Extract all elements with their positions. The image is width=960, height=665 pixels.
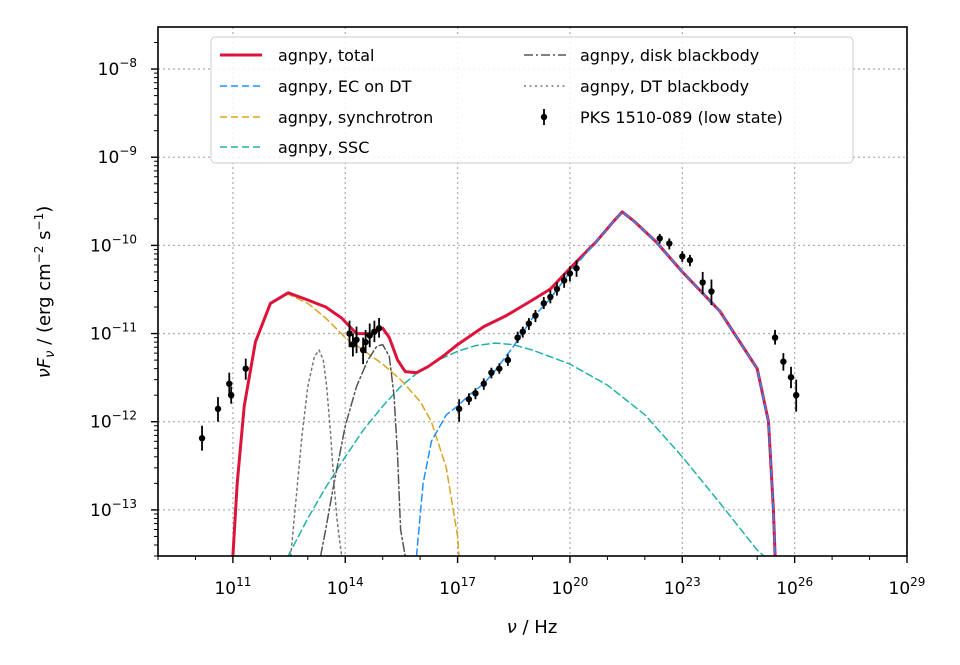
x-tick-label: 1017 [439, 575, 476, 599]
data-point [547, 293, 554, 301]
data-point [566, 270, 574, 277]
data-point [349, 341, 357, 348]
x-tick-label: 1020 [551, 575, 588, 599]
y-tick-label: 10−10 [90, 232, 137, 256]
legend-item: PKS 1510-089 (low state) [540, 108, 783, 127]
data-point [553, 285, 561, 293]
data-point [214, 405, 222, 413]
x-tick-label: 1029 [889, 575, 926, 599]
y-axis-label: νFν / (erg cm−2 s−1) [32, 206, 58, 379]
data-point [371, 328, 378, 335]
data-point [488, 369, 495, 376]
data-point [472, 390, 479, 397]
y-tick-label: 10−12 [90, 409, 137, 433]
data-point [353, 336, 360, 343]
data-point [780, 358, 787, 365]
data-point [496, 365, 503, 372]
legend-item: agnpy, disk blackbody [524, 46, 759, 65]
data-point [359, 346, 367, 354]
data-point [666, 240, 673, 247]
legend-label: PKS 1510-089 (low state) [580, 108, 783, 127]
data-point [787, 373, 795, 381]
data-point [519, 328, 526, 335]
data-points-layer [198, 233, 800, 451]
series-line-agnpy-disk-blackbody [319, 343, 406, 556]
legend-item: agnpy, total [220, 46, 374, 65]
data-point [375, 325, 383, 332]
data-point [679, 253, 686, 260]
data-point [525, 320, 533, 327]
legend-item: agnpy, SSC [220, 138, 369, 157]
x-tick-label: 1026 [776, 575, 813, 599]
legend-item: agnpy, DT blackbody [524, 77, 749, 96]
legend-box [210, 36, 854, 164]
data-point [346, 330, 353, 337]
x-tick-label: 1011 [214, 575, 251, 599]
data-point [699, 279, 706, 286]
data-point [362, 338, 369, 346]
series-line-agnpy-synchrotron [232, 293, 460, 556]
legend-marker-point [540, 113, 548, 121]
x-tick-label: 1023 [664, 575, 701, 599]
data-point [708, 288, 715, 295]
y-tick-label: 10−13 [90, 497, 137, 521]
legend-label: agnpy, EC on DT [278, 77, 412, 96]
legend-item: agnpy, synchrotron [220, 108, 433, 127]
legend-label: agnpy, total [278, 46, 374, 65]
data-point [198, 435, 206, 442]
y-tick-label: 10−8 [98, 56, 137, 80]
series-line-agnpy-dt-blackbody [289, 349, 343, 556]
axis-ticks [151, 42, 908, 563]
y-tick-label: 10−11 [90, 321, 137, 345]
data-point [366, 332, 373, 339]
data-point [771, 334, 779, 341]
x-tick-label: 1014 [327, 575, 364, 599]
series-line-agnpy-ec-on-dt [415, 211, 776, 556]
data-point [793, 391, 800, 399]
data-point [504, 356, 512, 364]
data-point [465, 396, 473, 403]
data-point [242, 365, 249, 372]
data-point [656, 235, 663, 242]
legend-label: agnpy, disk blackbody [580, 46, 759, 65]
legend-item: agnpy, EC on DT [220, 77, 412, 96]
series-layer [231, 210, 777, 556]
data-point [480, 380, 487, 387]
data-point [226, 380, 233, 387]
data-point [532, 312, 539, 319]
series-line-agnpy-ssc [287, 342, 765, 556]
tick-labels: 1011 1014 1017 1020 1023 1026 1029 10−13 10−12 10… [90, 56, 925, 599]
legend-label: agnpy, synchrotron [278, 108, 433, 127]
y-tick-label: 10−9 [98, 144, 137, 168]
data-point [560, 277, 568, 284]
data-point [686, 256, 694, 264]
legend: agnpy, total agnpy, EC on DT agnpy, synchr… [210, 36, 854, 164]
data-point [573, 265, 580, 272]
data-point [540, 300, 547, 307]
data-point [455, 405, 463, 413]
legend-label: agnpy, DT blackbody [580, 77, 749, 96]
x-axis-label: ν / Hz [507, 617, 558, 638]
data-point [514, 334, 521, 341]
series-line-agnpy-total [231, 210, 777, 556]
legend-label: agnpy, SSC [278, 138, 369, 157]
data-point [227, 391, 235, 399]
